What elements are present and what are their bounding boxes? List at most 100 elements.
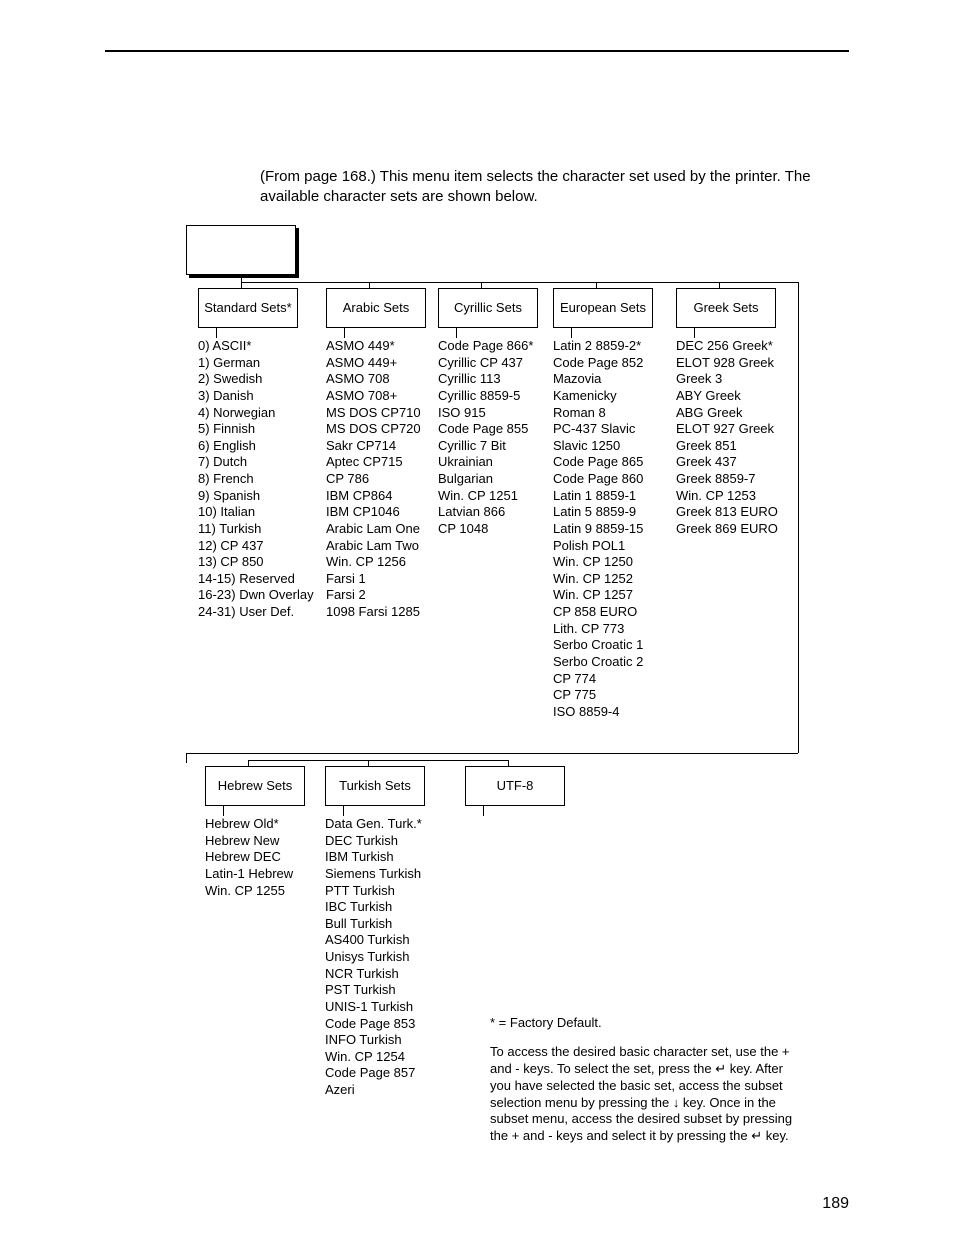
list-item: 8) French <box>198 471 314 488</box>
connector-drop <box>186 753 187 763</box>
arabic-sets-box: Arabic Sets <box>326 288 426 328</box>
list-item: CP 786 <box>326 471 421 488</box>
arabic-sets-list: ASMO 449*ASMO 449+ASMO 708ASMO 708+MS DO… <box>326 338 421 621</box>
page-number: 189 <box>822 1195 849 1213</box>
list-item: Mazovia <box>553 371 643 388</box>
cyrillic-sets-box: Cyrillic Sets <box>438 288 538 328</box>
col-title: Greek Sets <box>693 301 758 316</box>
list-item: 2) Swedish <box>198 371 314 388</box>
list-item: Cyrillic 7 Bit <box>438 438 533 455</box>
list-item: 1098 Farsi 1285 <box>326 604 421 621</box>
list-item: 12) CP 437 <box>198 538 314 555</box>
list-item: UNIS-1 Turkish <box>325 999 422 1016</box>
list-item: Latin 2 8859-2* <box>553 338 643 355</box>
list-item: MS DOS CP710 <box>326 405 421 422</box>
list-item: 11) Turkish <box>198 521 314 538</box>
col-title: Arabic Sets <box>343 301 409 316</box>
col-title: Turkish Sets <box>339 779 411 794</box>
list-item: Latin 9 8859-15 <box>553 521 643 538</box>
tree-root-box <box>186 225 296 275</box>
t2-sub <box>456 328 457 338</box>
col-title: Hebrew Sets <box>218 779 292 794</box>
list-item: ASMO 708 <box>326 371 421 388</box>
top-rule <box>105 50 849 52</box>
list-item: Polish POL1 <box>553 538 643 555</box>
list-item: INFO Turkish <box>325 1032 422 1049</box>
list-item: 3) Danish <box>198 388 314 405</box>
bot-hbus <box>248 760 508 761</box>
list-item: Arabic Lam Two <box>326 538 421 555</box>
list-item: CP 858 EURO <box>553 604 643 621</box>
list-item: Data Gen. Turk.* <box>325 816 422 833</box>
list-item: Win. CP 1252 <box>553 571 643 588</box>
cyrillic-sets-list: Code Page 866*Cyrillic CP 437Cyrillic 11… <box>438 338 533 538</box>
access-instructions: To access the desired basic character se… <box>490 1044 800 1145</box>
connector-h <box>186 753 798 754</box>
list-item: Hebrew New <box>205 833 293 850</box>
list-item: Greek 3 <box>676 371 778 388</box>
list-item: Sakr CP714 <box>326 438 421 455</box>
list-item: IBM Turkish <box>325 849 422 866</box>
list-item: Win. CP 1251 <box>438 488 533 505</box>
list-item: Bulgarian <box>438 471 533 488</box>
list-item: Hebrew DEC <box>205 849 293 866</box>
list-item: PTT Turkish <box>325 883 422 900</box>
list-item: IBM CP1046 <box>326 504 421 521</box>
european-sets-list: Latin 2 8859-2*Code Page 852MazoviaKamen… <box>553 338 643 720</box>
list-item: ISO 8859-4 <box>553 704 643 721</box>
list-item: 9) Spanish <box>198 488 314 505</box>
list-item: CP 774 <box>553 671 643 688</box>
list-item: Greek 437 <box>676 454 778 471</box>
list-item: Win. CP 1253 <box>676 488 778 505</box>
hebrew-sets-box: Hebrew Sets <box>205 766 305 806</box>
list-item: 10) Italian <box>198 504 314 521</box>
list-item: Unisys Turkish <box>325 949 422 966</box>
list-item: ABG Greek <box>676 405 778 422</box>
list-item: ASMO 449* <box>326 338 421 355</box>
list-item: 4) Norwegian <box>198 405 314 422</box>
t4-sub <box>694 328 695 338</box>
list-item: Latin 1 8859-1 <box>553 488 643 505</box>
list-item: Code Page 853 <box>325 1016 422 1033</box>
list-item: 6) English <box>198 438 314 455</box>
list-item: IBM CP864 <box>326 488 421 505</box>
list-item: ASMO 449+ <box>326 355 421 372</box>
standard-sets-box: Standard Sets* <box>198 288 298 328</box>
list-item: Kamenicky <box>553 388 643 405</box>
list-item: Cyrillic CP 437 <box>438 355 533 372</box>
list-item: Bull Turkish <box>325 916 422 933</box>
list-item: Latvian 866 <box>438 504 533 521</box>
list-item: 13) CP 850 <box>198 554 314 571</box>
list-item: Code Page 860 <box>553 471 643 488</box>
t0-sub <box>216 328 217 338</box>
list-item: Code Page 855 <box>438 421 533 438</box>
list-item: ELOT 927 Greek <box>676 421 778 438</box>
list-item: Farsi 1 <box>326 571 421 588</box>
list-item: Arabic Lam One <box>326 521 421 538</box>
standard-sets-list: 0) ASCII*1) German2) Swedish3) Danish4) … <box>198 338 314 621</box>
list-item: Latin 5 8859-9 <box>553 504 643 521</box>
b0-sub <box>223 806 224 816</box>
list-item: Serbo Croatic 1 <box>553 637 643 654</box>
list-item: 0) ASCII* <box>198 338 314 355</box>
list-item: DEC 256 Greek* <box>676 338 778 355</box>
list-item: ABY Greek <box>676 388 778 405</box>
col-title: Cyrillic Sets <box>454 301 522 316</box>
page: (From page 168.) This menu item selects … <box>0 0 954 1235</box>
list-item: Greek 869 EURO <box>676 521 778 538</box>
col-title: UTF-8 <box>497 779 534 794</box>
intro-paragraph: (From page 168.) This menu item selects … <box>260 167 849 208</box>
b1-sub <box>343 806 344 816</box>
greek-sets-box: Greek Sets <box>676 288 776 328</box>
top-rt-drop <box>798 282 799 753</box>
list-item: Greek 851 <box>676 438 778 455</box>
list-item: PST Turkish <box>325 982 422 999</box>
list-item: Roman 8 <box>553 405 643 422</box>
turkish-sets-list: Data Gen. Turk.*DEC TurkishIBM TurkishSi… <box>325 816 422 1099</box>
list-item: Farsi 2 <box>326 587 421 604</box>
list-item: 24-31) User Def. <box>198 604 314 621</box>
list-item: NCR Turkish <box>325 966 422 983</box>
list-item: Azeri <box>325 1082 422 1099</box>
list-item: CP 775 <box>553 687 643 704</box>
list-item: 16-23) Dwn Overlay <box>198 587 314 604</box>
